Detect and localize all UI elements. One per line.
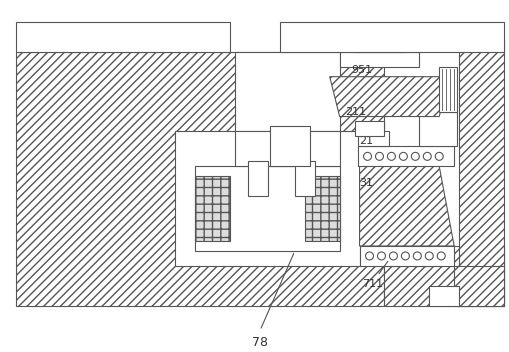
Polygon shape [429, 286, 458, 306]
Polygon shape [354, 37, 404, 52]
Polygon shape [357, 146, 454, 166]
Text: 211: 211 [344, 107, 365, 117]
Text: 31: 31 [359, 178, 373, 188]
Polygon shape [279, 22, 503, 52]
Polygon shape [418, 112, 456, 146]
Polygon shape [269, 126, 309, 166]
Polygon shape [354, 121, 384, 137]
Polygon shape [235, 131, 339, 166]
Polygon shape [339, 52, 418, 67]
Polygon shape [329, 77, 448, 117]
Polygon shape [195, 166, 339, 251]
Polygon shape [438, 67, 456, 112]
Polygon shape [16, 22, 230, 52]
Polygon shape [384, 246, 503, 306]
Polygon shape [195, 176, 230, 241]
Text: 711: 711 [361, 279, 382, 289]
Text: 21: 21 [359, 137, 373, 146]
Polygon shape [359, 246, 454, 266]
Polygon shape [304, 176, 339, 241]
Text: 78: 78 [251, 335, 267, 348]
Polygon shape [364, 27, 393, 37]
Polygon shape [359, 166, 454, 246]
Polygon shape [16, 52, 384, 306]
Polygon shape [294, 161, 314, 196]
Polygon shape [357, 131, 389, 146]
Text: 951: 951 [351, 65, 372, 75]
Polygon shape [235, 52, 339, 131]
Polygon shape [458, 42, 503, 306]
Polygon shape [454, 266, 503, 306]
Polygon shape [175, 131, 359, 266]
Polygon shape [247, 161, 267, 196]
